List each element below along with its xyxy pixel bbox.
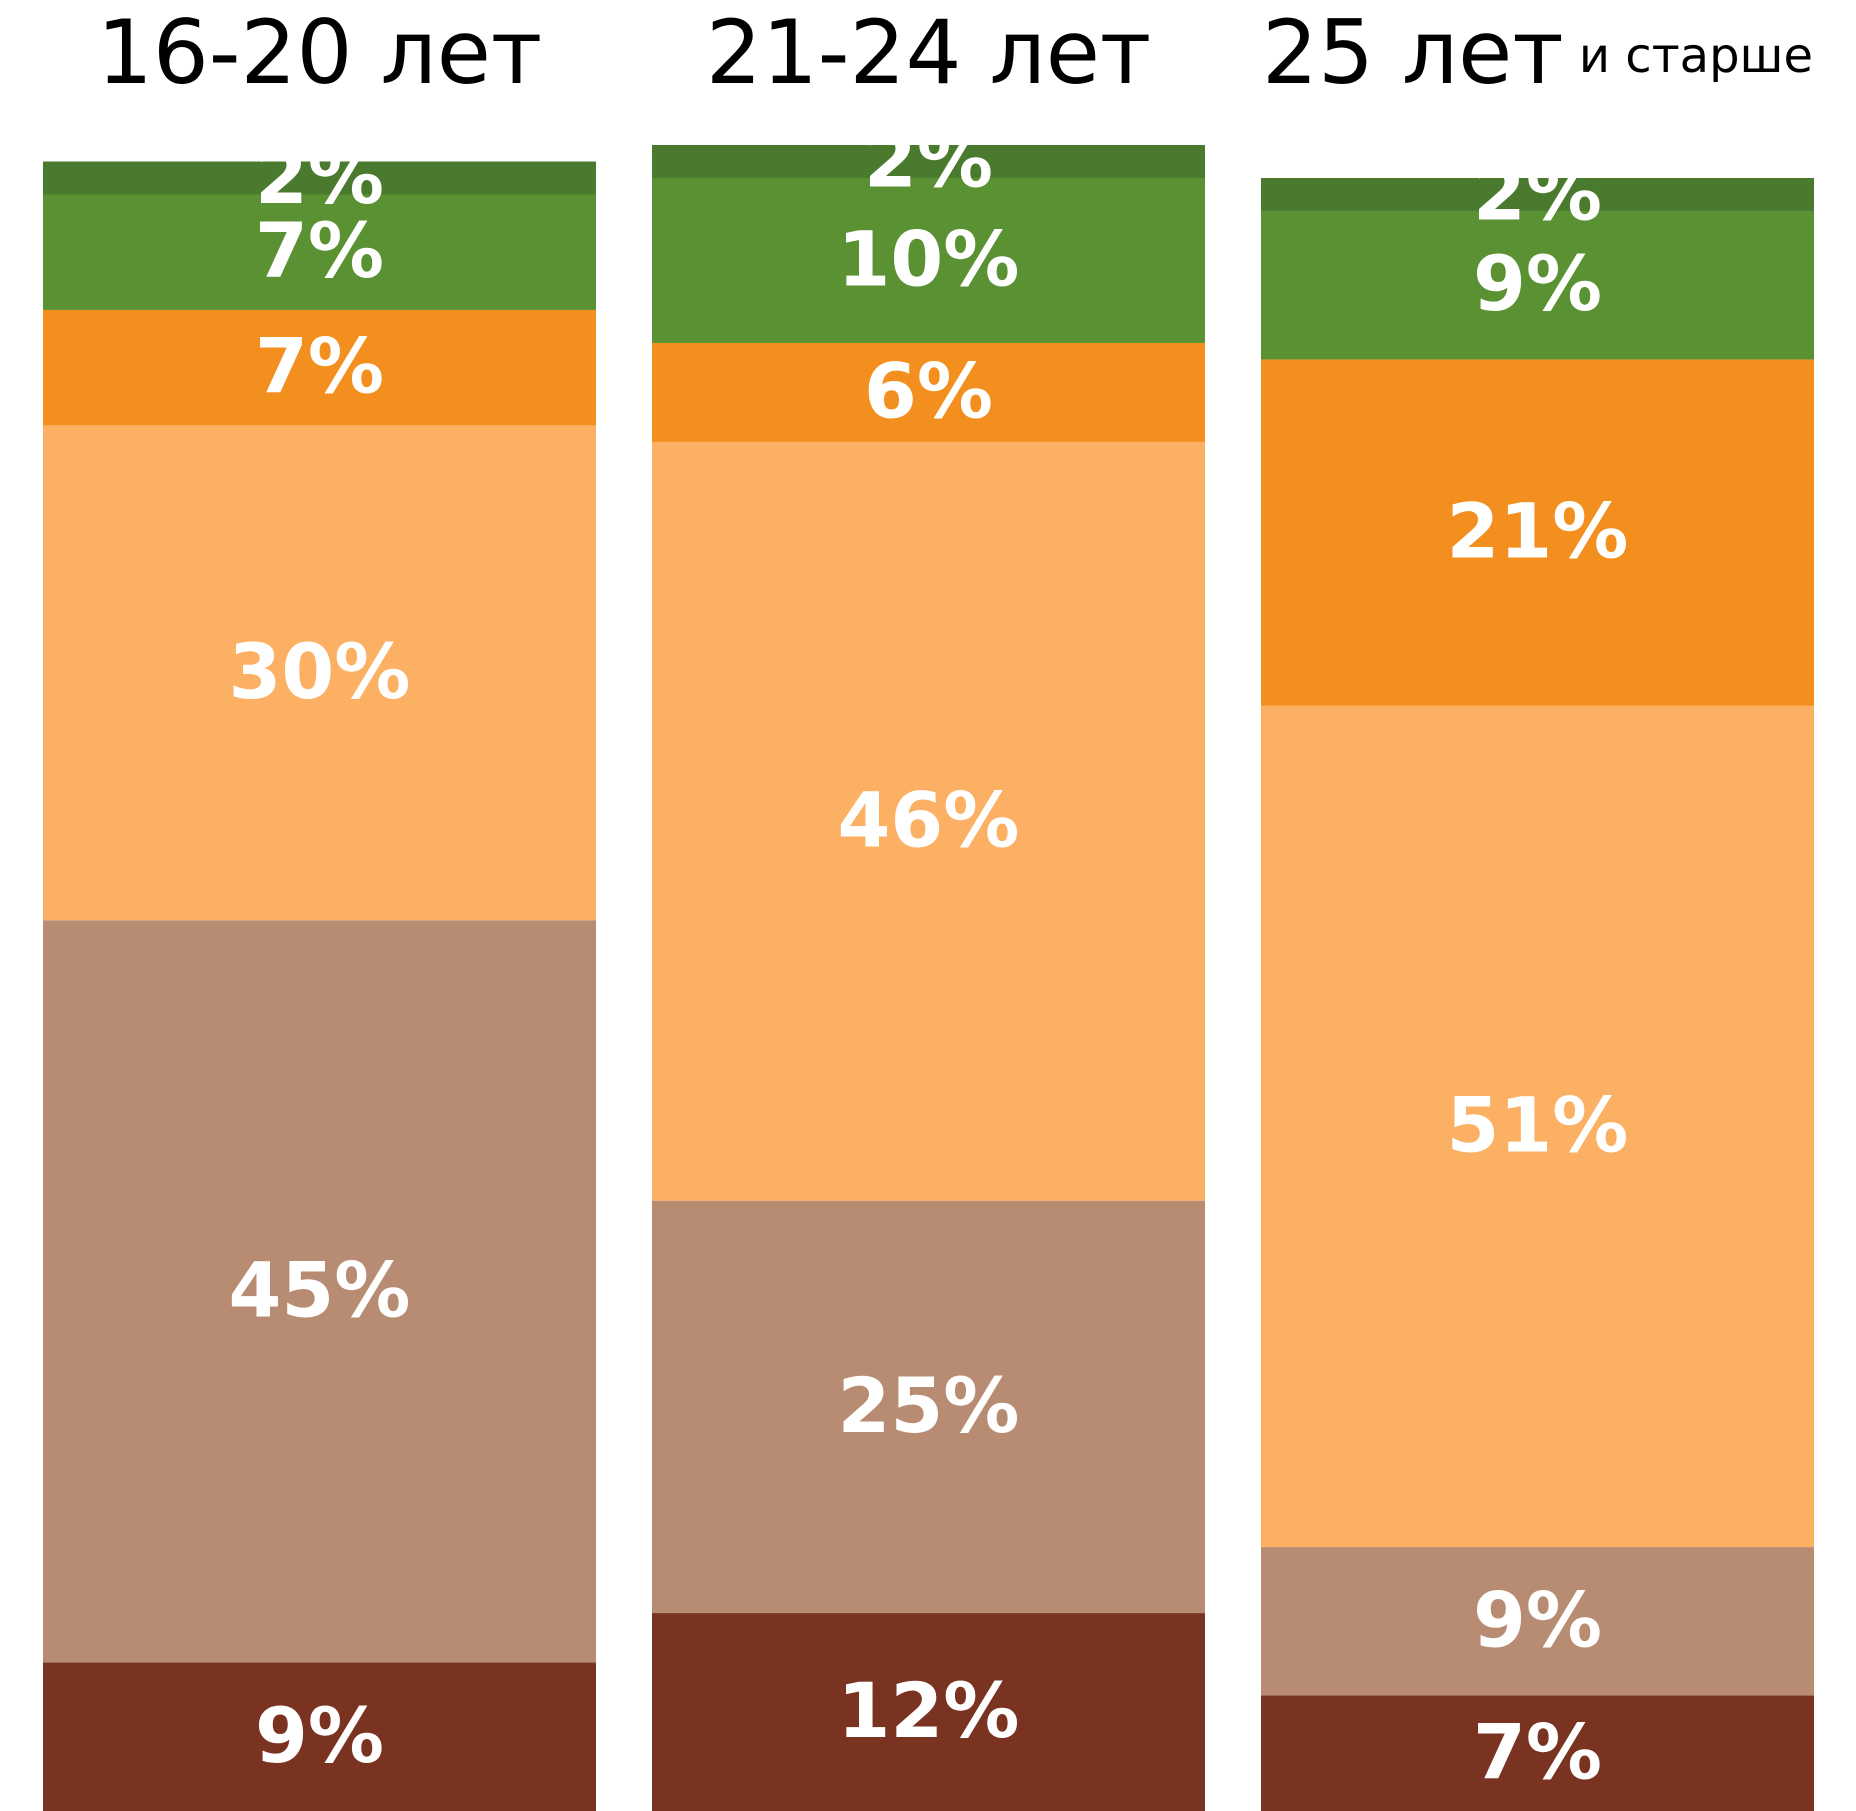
- value-label: 6%: [864, 346, 993, 435]
- bar-segment: [1261, 177, 1814, 211]
- value-label: 9%: [255, 1691, 384, 1780]
- value-label: 30%: [229, 627, 411, 716]
- value-label: 2%: [1473, 148, 1602, 237]
- category-label: 16-20 лет: [97, 1, 542, 104]
- value-label: 21%: [1447, 487, 1629, 576]
- bar-segment: [652, 441, 1205, 1201]
- value-label: 12%: [838, 1666, 1020, 1755]
- value-label: 10%: [838, 214, 1020, 303]
- bar-segment: [43, 309, 596, 426]
- bar-segment: [43, 161, 596, 195]
- bar-segment: [1261, 705, 1814, 1548]
- bar-segment: [652, 145, 1205, 178]
- value-label: 45%: [229, 1245, 411, 1334]
- value-label: 9%: [1473, 239, 1602, 328]
- bar-segment: [652, 1200, 1205, 1614]
- value-label: 7%: [1473, 1707, 1602, 1796]
- value-label: 46%: [838, 775, 1020, 864]
- category-label: 21-24 лет: [706, 1, 1151, 104]
- bar-segment: [1261, 1547, 1814, 1696]
- value-label: 2%: [864, 115, 993, 204]
- value-label: 9%: [1473, 1575, 1602, 1664]
- value-label: 51%: [1447, 1080, 1629, 1169]
- value-label: 7%: [255, 322, 384, 411]
- value-label: 2%: [255, 132, 384, 221]
- bar-segment: [43, 1662, 596, 1811]
- bar-segment: [652, 342, 1205, 442]
- bar-segment: [43, 425, 596, 921]
- bar-segment: [652, 177, 1205, 343]
- value-label: 7%: [255, 206, 384, 295]
- value-label: 25%: [838, 1361, 1020, 1450]
- category-label: 25 лет и старше: [1262, 1, 1813, 104]
- bar-segment: [652, 1613, 1205, 1811]
- bar-segment: [1261, 210, 1814, 360]
- bar-segment: [43, 194, 596, 310]
- bar-segment: [43, 920, 596, 1663]
- bar-segment: [1261, 359, 1814, 706]
- bar-segment: [1261, 1695, 1814, 1811]
- plot-area: 9%45%30%7%7%2%12%25%46%6%10%2%7%9%51%21%…: [43, 115, 1814, 1811]
